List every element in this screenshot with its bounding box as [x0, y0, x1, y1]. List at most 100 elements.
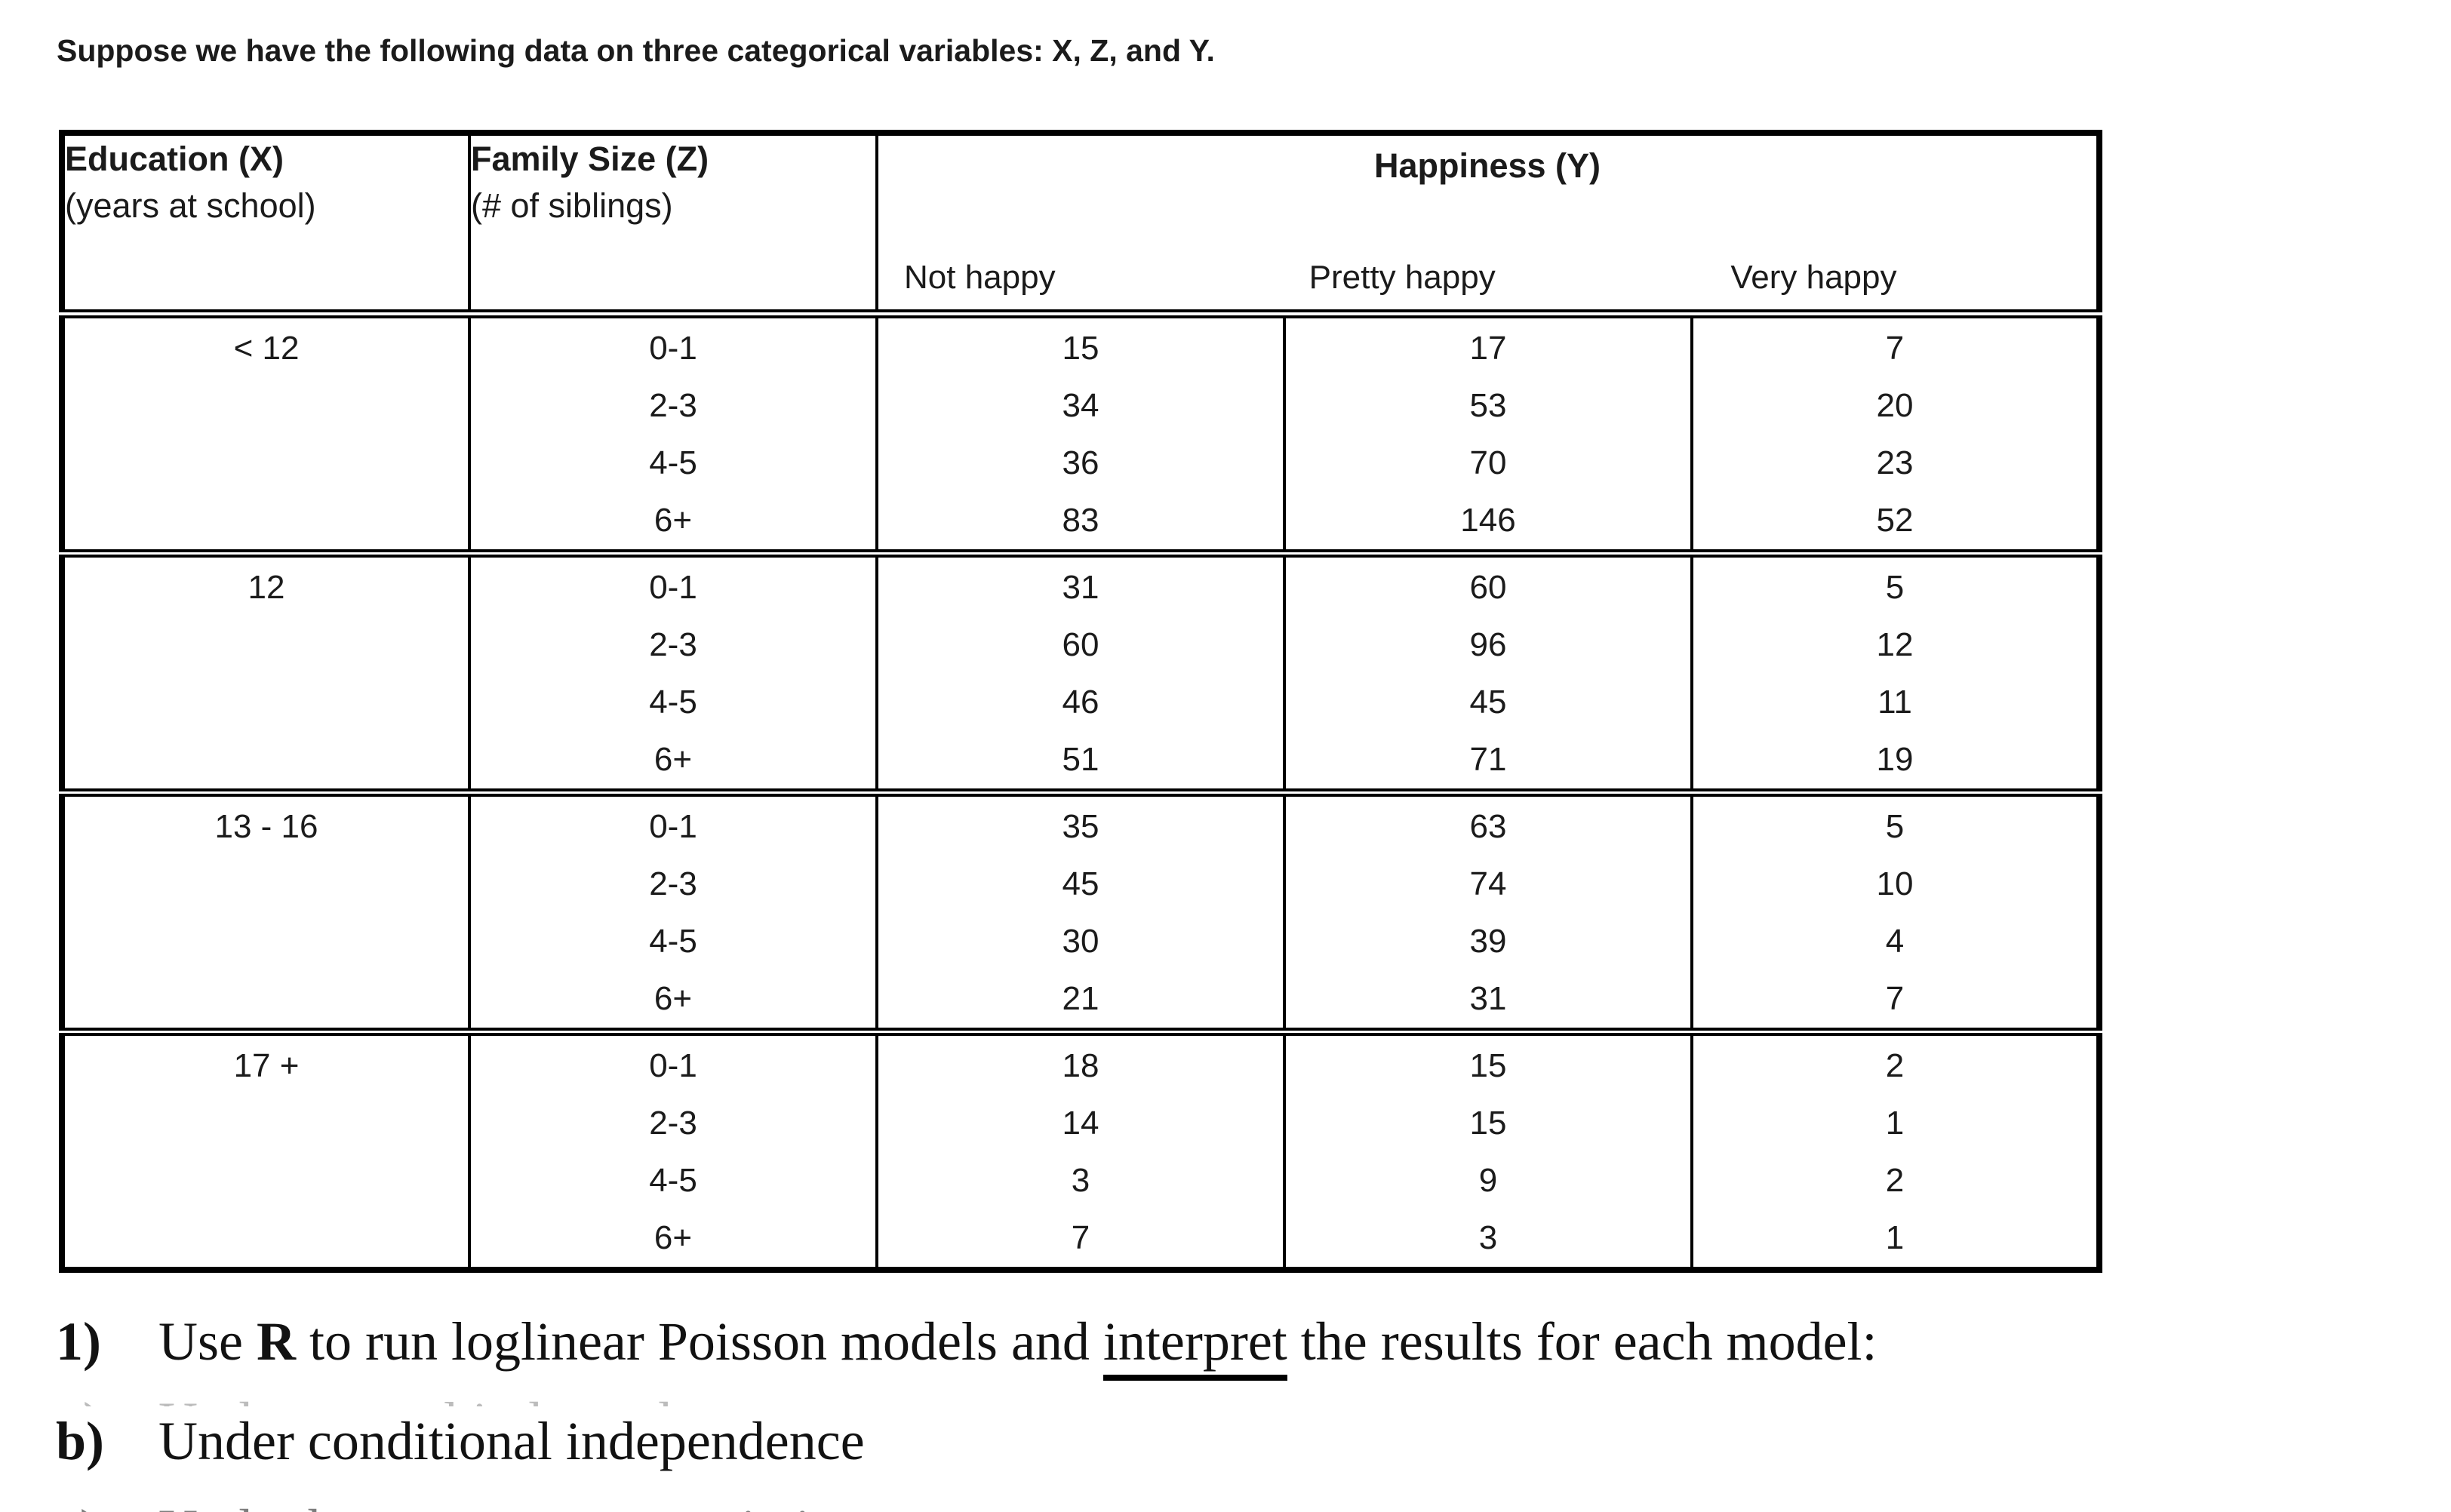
question-1: 1) Use R to run loglinear Poisson models… — [56, 1310, 1877, 1381]
question-1-marker: 1) — [56, 1311, 101, 1372]
count-value: 53 — [1469, 387, 1507, 424]
pretty-happy-cell: 17 53 70 146 — [1283, 309, 1693, 555]
count-value: 15 — [1062, 330, 1099, 367]
family-size-value: 6+ — [653, 741, 693, 778]
education-subheader: (years at school) — [65, 186, 316, 225]
count-value: 1 — [1885, 1219, 1905, 1256]
faded-line-c-text: Under homogeneous association — [158, 1497, 865, 1512]
question-b: b) Under conditional independence — [56, 1409, 865, 1474]
count-value: 5 — [1885, 808, 1905, 845]
education-header: Education (X) — [65, 140, 284, 178]
happiness-level-very-happy: Very happy — [1730, 259, 1897, 296]
count-value: 7 — [1885, 980, 1905, 1017]
education-cell: 17 + — [60, 1028, 471, 1271]
table-header-row: Education (X) (years at school) Family S… — [60, 131, 2101, 318]
question-1-part3: the results for each model: — [1287, 1311, 1877, 1372]
question-1-part1: Use — [158, 1311, 257, 1372]
count-value: 17 — [1469, 330, 1507, 367]
question-b-marker: b) — [56, 1411, 105, 1471]
count-value: 31 — [1469, 980, 1507, 1017]
family-size-cell: 0-1 2-3 4-5 6+ — [468, 1028, 878, 1271]
education-header-cell: Education (X) (years at school) — [60, 131, 471, 318]
family-size-value: 4-5 — [649, 444, 697, 481]
family-size-value: 2-3 — [649, 865, 697, 902]
count-value: 34 — [1062, 387, 1099, 424]
pretty-happy-cell: 60 96 45 71 — [1283, 549, 1693, 794]
happiness-level-not-happy: Not happy — [904, 259, 1056, 296]
very-happy-cell: 5 12 11 19 — [1690, 549, 2101, 794]
not-happy-cell: 31 60 46 51 — [875, 549, 1286, 794]
count-value: 39 — [1469, 923, 1507, 960]
count-value: 46 — [1062, 684, 1099, 721]
count-value: 15 — [1469, 1105, 1507, 1142]
count-value: 63 — [1469, 808, 1507, 845]
count-value: 9 — [1478, 1162, 1498, 1199]
count-value: 52 — [1876, 502, 1914, 539]
count-value: 51 — [1062, 741, 1099, 778]
count-value: 18 — [1062, 1047, 1099, 1084]
question-1-part2: to run loglinear Poisson models and — [295, 1311, 1103, 1372]
happiness-header-cell: Happiness (Y) Not happy Pretty happy Ver… — [875, 131, 2101, 318]
count-value: 11 — [1877, 684, 1912, 721]
question-b-text: Under conditional independence — [158, 1411, 865, 1471]
count-value: 3 — [1478, 1219, 1498, 1256]
very-happy-cell: 5 10 4 7 — [1690, 788, 2101, 1034]
count-value: 45 — [1469, 684, 1507, 721]
count-value: 7 — [1071, 1219, 1090, 1256]
not-happy-cell: 15 34 36 83 — [875, 309, 1286, 555]
education-cell: < 12 — [60, 309, 471, 555]
not-happy-cell: 18 14 3 7 — [875, 1028, 1286, 1271]
not-happy-cell: 35 45 30 21 — [875, 788, 1286, 1034]
family-size-value: 2-3 — [649, 626, 697, 663]
education-value: 12 — [248, 569, 285, 606]
very-happy-cell: 2 1 2 1 — [1690, 1028, 2101, 1271]
education-cell: 12 — [60, 549, 471, 794]
faded-line-a-marker: a) — [56, 1390, 158, 1406]
count-value: 74 — [1469, 865, 1507, 902]
count-value: 2 — [1885, 1162, 1905, 1199]
family-size-value: 4-5 — [649, 923, 697, 960]
count-value: 35 — [1062, 808, 1099, 845]
question-1-bold-r: R — [256, 1311, 296, 1372]
table-row-education-17plus: 17 + 0-1 2-3 4-5 6+ 18 14 3 7 15 15 9 3 — [60, 1028, 2101, 1271]
intro-text: Suppose we have the following data on th… — [57, 33, 1215, 68]
table-row-education-lt12: < 12 0-1 2-3 4-5 6+ 15 34 36 83 17 53 70… — [60, 309, 2101, 555]
faded-line-c-marker: c) — [56, 1497, 158, 1512]
faded-clipped-line-a: a) Under mutual independence — [56, 1390, 1867, 1406]
family-size-subheader: (# of siblings) — [471, 186, 673, 225]
faded-clipped-line-a-text: a) Under mutual independence — [56, 1390, 1867, 1406]
family-size-value: 0-1 — [649, 330, 697, 367]
count-value: 23 — [1876, 444, 1914, 481]
faded-clipped-line-c: c) Under homogeneous association — [56, 1497, 1867, 1512]
count-value: 146 — [1460, 502, 1516, 539]
data-table: Education (X) (years at school) Family S… — [59, 130, 2102, 1273]
question-1-underlined-word: interpret — [1102, 1311, 1287, 1381]
family-size-value: 0-1 — [649, 808, 697, 845]
count-value: 12 — [1876, 626, 1914, 663]
family-size-value: 2-3 — [649, 1105, 697, 1142]
count-value: 19 — [1876, 741, 1914, 778]
happiness-levels-row: Not happy Pretty happy Very happy — [878, 259, 2096, 306]
family-size-value: 0-1 — [649, 569, 697, 606]
count-value: 20 — [1876, 387, 1914, 424]
count-value: 71 — [1469, 741, 1507, 778]
count-value: 1 — [1885, 1105, 1905, 1142]
very-happy-cell: 7 20 23 52 — [1690, 309, 2101, 555]
family-size-header: Family Size (Z) — [471, 140, 709, 178]
count-value: 36 — [1062, 444, 1099, 481]
happiness-header-wrap: Happiness (Y) Not happy Pretty happy Ver… — [878, 136, 2096, 306]
education-value: 13 - 16 — [214, 808, 318, 845]
count-value: 96 — [1469, 626, 1507, 663]
family-size-header-cell: Family Size (Z) (# of siblings) — [468, 131, 878, 318]
count-value: 7 — [1885, 330, 1905, 367]
count-value: 14 — [1062, 1105, 1099, 1142]
count-value: 30 — [1062, 923, 1099, 960]
count-value: 31 — [1062, 569, 1099, 606]
count-value: 60 — [1062, 626, 1099, 663]
family-size-cell: 0-1 2-3 4-5 6+ — [468, 788, 878, 1034]
count-value: 21 — [1062, 980, 1099, 1017]
table-row-education-12: 12 0-1 2-3 4-5 6+ 31 60 46 51 60 96 45 7… — [60, 549, 2101, 794]
count-value: 60 — [1469, 569, 1507, 606]
family-size-value: 4-5 — [649, 684, 697, 721]
count-value: 5 — [1885, 569, 1905, 606]
